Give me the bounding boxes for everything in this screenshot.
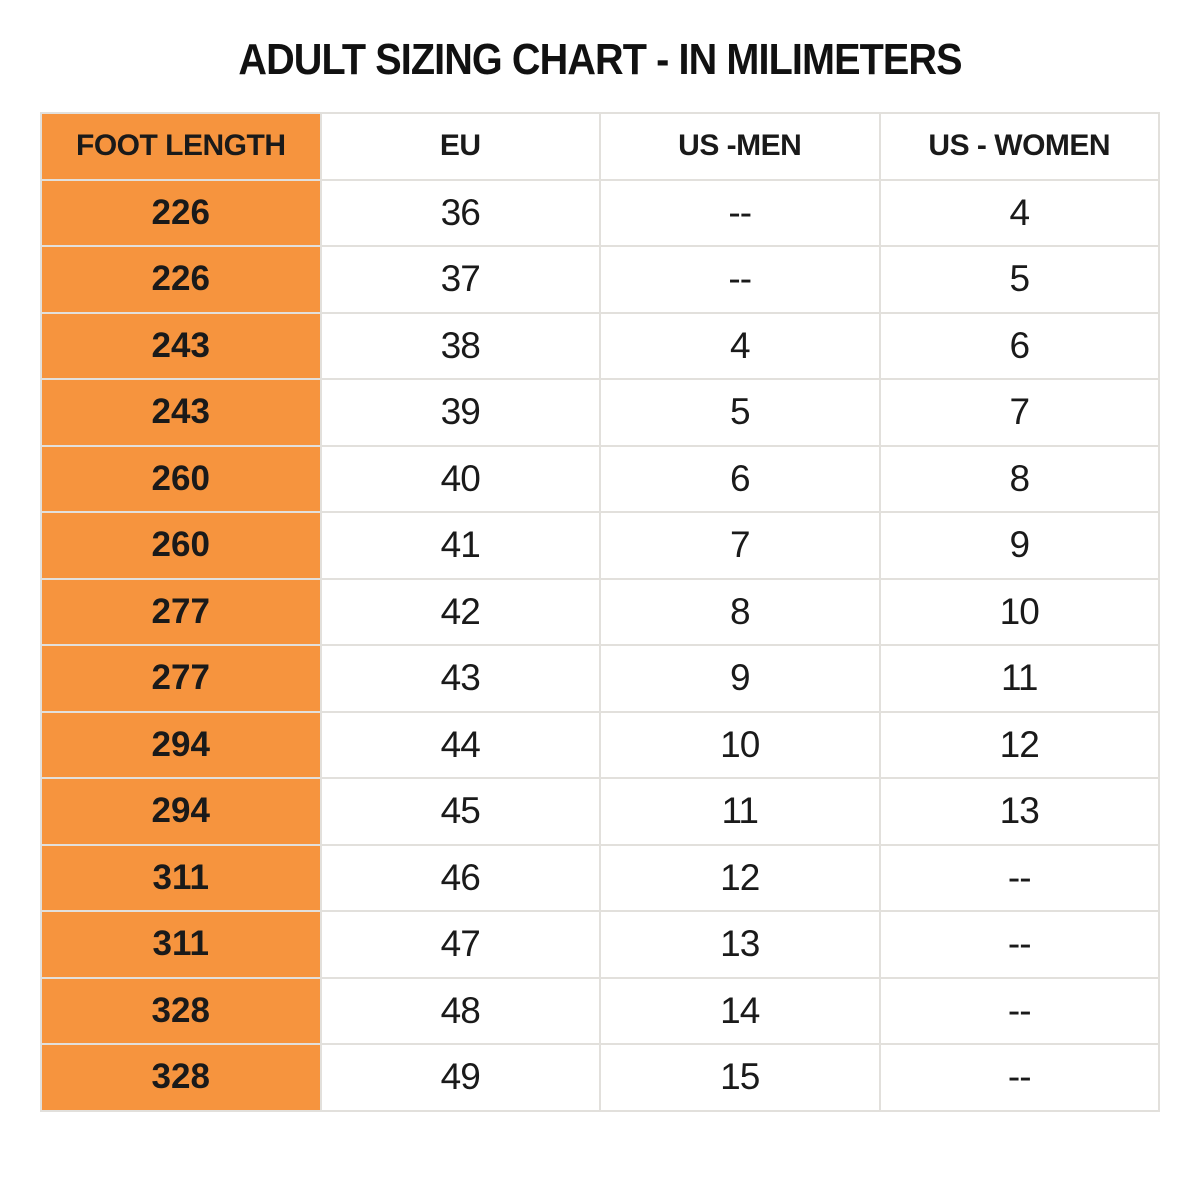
table-cell: 13 [878,777,1160,846]
foot-length-cell: 277 [40,644,322,713]
foot-length-cell: 260 [40,444,322,513]
foot-length-cell: 328 [40,976,322,1045]
table-cell: 46 [319,843,601,912]
table-row: 311 46 12 -- [40,843,1160,912]
table-cell: 8 [599,577,881,646]
table-row: 277 42 8 10 [40,577,1160,646]
table-cell: 12 [878,710,1160,779]
page-title: ADULT SIZING CHART - IN MILIMETERS [238,35,962,84]
table-cell: 49 [319,1043,601,1112]
table-cell: 5 [878,245,1160,314]
foot-length-cell: 260 [40,511,322,580]
header-cell-eu: EU [319,112,601,181]
table-cell: 5 [599,378,881,447]
table-cell: 12 [599,843,881,912]
foot-length-cell: 243 [40,378,322,447]
table-row: 226 36 -- 4 [40,178,1160,247]
foot-length-cell: 311 [40,910,322,979]
foot-length-cell: 243 [40,311,322,380]
foot-length-cell: 328 [40,1043,322,1112]
table-row: 243 39 5 7 [40,378,1160,447]
table-row: 328 49 15 -- [40,1043,1160,1112]
table-cell: -- [878,1043,1160,1112]
table-cell: 38 [319,311,601,380]
table-cell: 43 [319,644,601,713]
table-cell: 6 [599,444,881,513]
table-cell: 44 [319,710,601,779]
table-row: 294 45 11 13 [40,777,1160,846]
sizing-table: FOOT LENGTH EU US -MEN US - WOMEN 226 36 -- 4 2… [40,112,1160,1112]
table-cell: 6 [878,311,1160,380]
table-cell: -- [878,976,1160,1045]
table-cell: 11 [878,644,1160,713]
table-cell: 4 [878,178,1160,247]
table-row: 260 41 7 9 [40,511,1160,580]
table-cell: 41 [319,511,601,580]
foot-length-cell: 294 [40,710,322,779]
foot-length-cell: 311 [40,843,322,912]
table-row: 311 47 13 -- [40,910,1160,979]
table-row: 328 48 14 -- [40,976,1160,1045]
table-cell: 15 [599,1043,881,1112]
table-row: 243 38 4 6 [40,311,1160,380]
table-cell: 47 [319,910,601,979]
sizing-table-body: 226 36 -- 4 226 37 -- 5 243 38 4 6 243 39 5 7 260 40 6 8 260… [40,178,1160,1112]
table-row: 294 44 10 12 [40,710,1160,779]
header-cell-us-women: US - WOMEN [878,112,1160,181]
table-cell: 8 [878,444,1160,513]
table-cell: 4 [599,311,881,380]
table-cell: -- [599,245,881,314]
table-cell: 10 [599,710,881,779]
table-cell: 48 [319,976,601,1045]
table-cell: 45 [319,777,601,846]
table-row: 260 40 6 8 [40,444,1160,513]
table-cell: 10 [878,577,1160,646]
foot-length-cell: 226 [40,178,322,247]
table-cell: 9 [599,644,881,713]
sizing-table-header: FOOT LENGTH EU US -MEN US - WOMEN [40,112,1160,181]
table-cell: 14 [599,976,881,1045]
table-cell: 9 [878,511,1160,580]
foot-length-cell: 226 [40,245,322,314]
table-cell: 36 [319,178,601,247]
table-cell: -- [599,178,881,247]
table-row: 226 37 -- 5 [40,245,1160,314]
table-cell: -- [878,843,1160,912]
foot-length-cell: 294 [40,777,322,846]
table-cell: 11 [599,777,881,846]
header-cell-us-men: US -MEN [599,112,881,181]
header-row: FOOT LENGTH EU US -MEN US - WOMEN [40,112,1160,181]
table-cell: 39 [319,378,601,447]
table-cell: 40 [319,444,601,513]
header-cell-foot-length: FOOT LENGTH [40,112,322,181]
table-cell: 37 [319,245,601,314]
table-cell: 7 [878,378,1160,447]
table-row: 277 43 9 11 [40,644,1160,713]
foot-length-cell: 277 [40,577,322,646]
table-cell: 42 [319,577,601,646]
table-cell: 7 [599,511,881,580]
sizing-chart-page: ADULT SIZING CHART - IN MILIMETERS FOOT … [0,30,1200,1197]
table-cell: 13 [599,910,881,979]
table-cell: -- [878,910,1160,979]
